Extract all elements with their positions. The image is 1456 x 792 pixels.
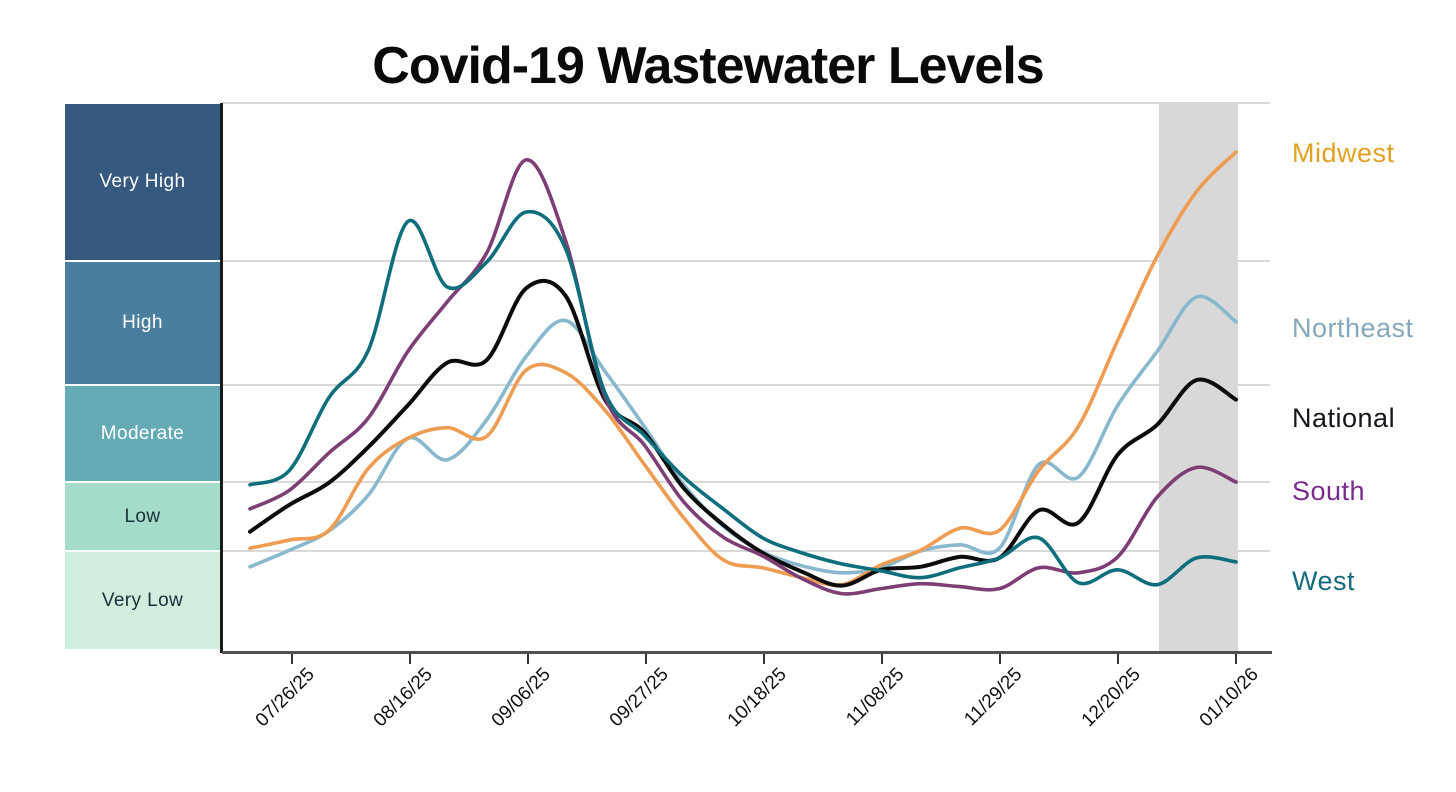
plot-top-border <box>222 102 1270 104</box>
y-axis-band-very-high: Very High <box>65 104 220 260</box>
x-axis-tickmark <box>291 654 293 664</box>
y-axis-band-high: High <box>65 262 220 384</box>
gridline <box>222 260 1270 262</box>
series-line-national <box>248 279 1238 588</box>
x-axis-tickmark <box>645 654 647 664</box>
series-line-west <box>248 209 1238 587</box>
legend-label-national: National <box>1292 403 1396 433</box>
legend-label-northeast: Northeast <box>1292 313 1414 343</box>
x-axis-tickmark <box>409 654 411 664</box>
y-axis-band-very-low: Very Low <box>65 552 220 649</box>
gridline <box>222 384 1270 386</box>
y-axis-band-column: Very High High Moderate Low Very Low <box>65 103 220 650</box>
legend-label-midwest: Midwest <box>1292 138 1395 168</box>
series-line-south <box>248 158 1238 596</box>
gridline <box>222 550 1270 552</box>
series-line-midwest <box>248 150 1238 587</box>
y-axis-spine <box>220 103 223 653</box>
x-axis-tickmark <box>1235 654 1237 664</box>
legend-label-south: South <box>1292 476 1366 506</box>
chart-title: Covid-19 Wastewater Levels <box>372 37 1044 95</box>
y-axis-band-low: Low <box>65 483 220 550</box>
series-line-northeast <box>248 294 1238 575</box>
y-axis-band-moderate: Moderate <box>65 386 220 481</box>
x-axis-line <box>222 651 1272 654</box>
x-axis-tickmark <box>999 654 1001 664</box>
gridline <box>222 481 1270 483</box>
x-axis-tickmark <box>763 654 765 664</box>
x-axis-tickmark <box>527 654 529 664</box>
x-axis-tickmark <box>1117 654 1119 664</box>
x-axis-tickmark <box>881 654 883 664</box>
legend-label-west: West <box>1292 566 1356 596</box>
